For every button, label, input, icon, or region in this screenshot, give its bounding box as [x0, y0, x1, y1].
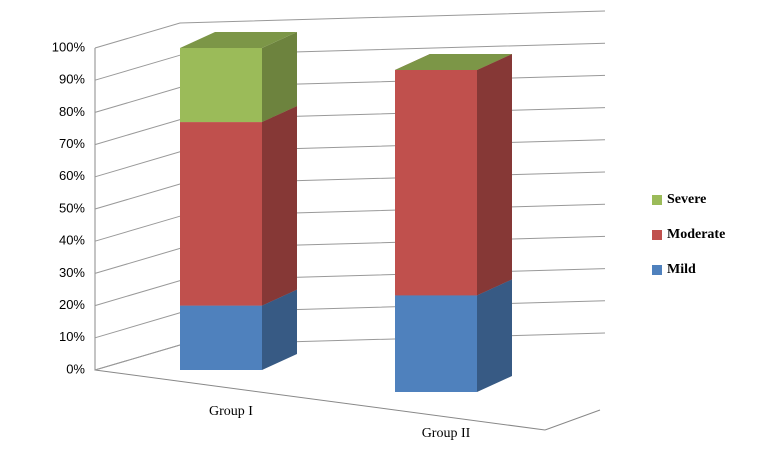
y-tick-label: 100%: [52, 39, 86, 54]
grid-line: [94, 74, 606, 113]
bar-side: [262, 289, 297, 370]
legend-label: Severe: [667, 192, 706, 207]
legend-label: Mild: [667, 262, 696, 277]
grid-line: [94, 10, 606, 49]
grid-line: [94, 235, 606, 274]
grid-line: [94, 332, 606, 371]
y-tick-label: 50%: [59, 200, 85, 215]
bar-front: [395, 295, 477, 392]
y-tick-label: 60%: [59, 168, 85, 183]
grid-line: [94, 42, 606, 81]
x-tick-label: Group II: [422, 426, 471, 441]
bar-front: [180, 48, 262, 123]
grid-line: [94, 268, 606, 307]
y-tick-label: 0%: [66, 361, 85, 376]
x-tick-label: Group I: [209, 404, 253, 419]
y-tick-label: 20%: [59, 297, 85, 312]
y-tick-label: 70%: [59, 136, 85, 151]
legend-swatch: [652, 195, 662, 205]
legend-swatch: [652, 265, 662, 275]
grid-line: [94, 139, 606, 178]
bar-top: [395, 54, 512, 70]
y-tick-label: 80%: [59, 104, 85, 119]
legend-label: Moderate: [667, 227, 725, 242]
grid-line: [94, 171, 606, 210]
bar-front: [180, 122, 262, 306]
bar-side: [477, 279, 512, 392]
axis-floor: [94, 369, 546, 431]
y-tick-label: 40%: [59, 233, 85, 248]
grid-line: [94, 300, 606, 339]
y-tick-label: 90%: [59, 72, 85, 87]
y-tick-label: 10%: [59, 329, 85, 344]
axis-floor-side: [544, 409, 601, 431]
bar-side: [477, 54, 512, 296]
grid-line: [94, 203, 606, 242]
grid-line: [94, 107, 606, 146]
legend-swatch: [652, 230, 662, 240]
axis-wall: [94, 48, 181, 371]
y-tick-label: 30%: [59, 265, 85, 280]
bar-front: [180, 305, 262, 370]
bar-side: [262, 32, 297, 123]
bar-side: [262, 106, 297, 306]
bar-top: [180, 32, 297, 48]
bar-front: [395, 70, 477, 296]
